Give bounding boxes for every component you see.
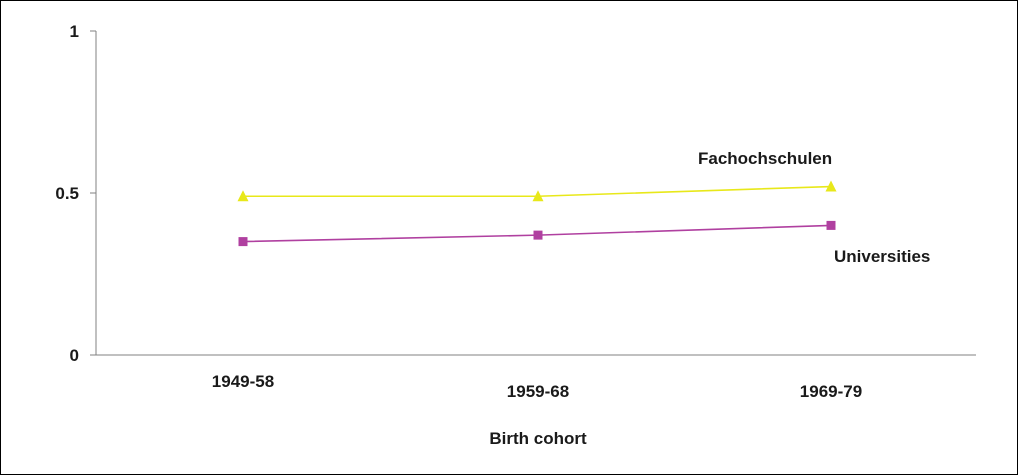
x-axis-label: Birth cohort <box>489 429 587 448</box>
series-point <box>533 230 543 240</box>
series-point <box>237 190 249 202</box>
series-point <box>825 180 837 192</box>
y-tick-label: 1 <box>70 22 79 41</box>
series-label: Universities <box>834 247 930 266</box>
series-group: Fachochschulen Universities <box>237 149 930 266</box>
series-point <box>238 237 248 247</box>
series-label: Fachochschulen <box>698 149 832 168</box>
x-tick-label: 1949-58 <box>212 372 274 391</box>
axes <box>95 31 976 356</box>
x-tick-label: 1959-68 <box>507 382 569 401</box>
series-point <box>826 220 836 230</box>
x-tick-label: 1969-79 <box>800 382 862 401</box>
x-tick-labels: 1949-58 1959-68 1969-79 <box>212 372 862 401</box>
y-ticks: 00.51 <box>55 22 96 365</box>
y-tick-label: 0.5 <box>55 184 79 203</box>
y-tick-label: 0 <box>70 346 79 365</box>
series-point <box>532 190 544 202</box>
